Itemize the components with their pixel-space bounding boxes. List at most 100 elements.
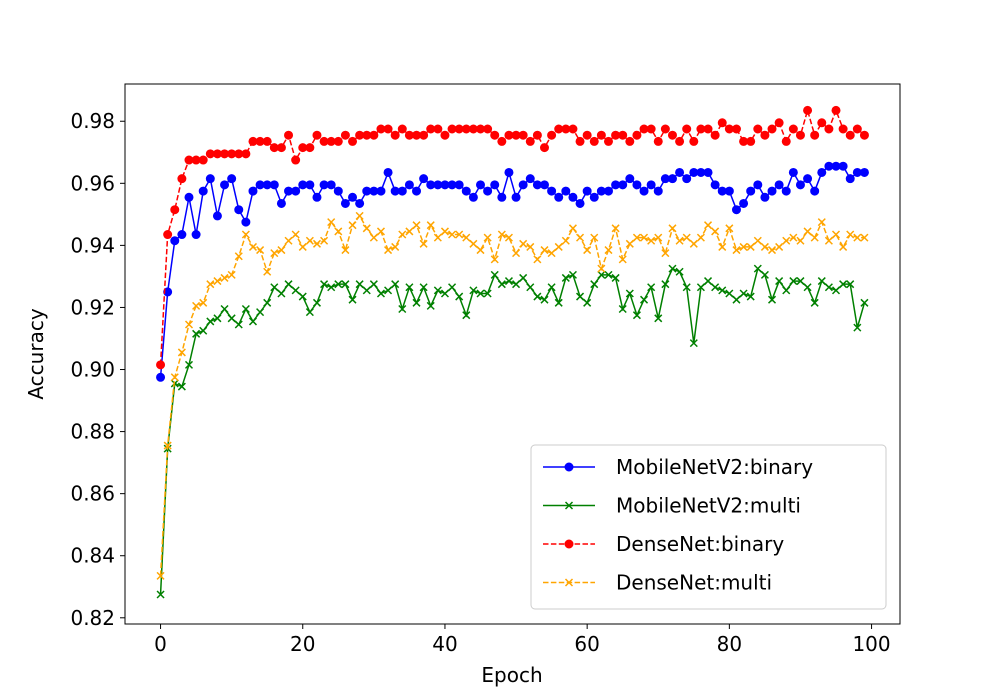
series-mobilenetv2-multi-point [810,298,819,307]
series-densenet-multi-point [725,224,734,233]
series-densenet-binary-point [547,130,557,140]
series-mobilenetv2-multi-point [327,283,336,292]
series-mobilenetv2-multi-point [476,289,485,298]
series-mobilenetv2-multi-point [839,280,848,289]
series-mobilenetv2-multi-point-stroke [248,317,258,326]
series-mobilenetv2-multi-point [576,292,585,301]
series-densenet-binary-point [518,130,528,140]
series-densenet-multi-point-stroke [831,230,841,239]
series-densenet-multi-point-stroke [583,246,592,255]
series-mobilenetv2-multi-point-stroke [469,286,478,295]
series-mobilenetv2-multi-point-stroke [540,295,549,304]
series-mobilenetv2-multi-point-stroke [625,289,634,298]
series-densenet-multi-point [746,242,755,251]
series-mobilenetv2-multi-point [817,277,826,286]
series-mobilenetv2-multi-point [739,289,748,298]
series-densenet-multi-point [284,236,293,245]
series-mobilenetv2-multi-point-stroke [320,280,329,289]
series-mobilenetv2-multi-point [462,311,471,320]
legend-entry-mobilenetv2-multi: MobileNetV2:multi [543,494,801,518]
series-mobilenetv2-multi-point-stroke [270,283,279,292]
series-mobilenetv2-multi-point [583,298,592,307]
series-densenet-multi-point-stroke [384,246,393,255]
series-densenet-multi-point [668,224,677,233]
series-densenet-multi-point-stroke [284,236,293,245]
series-mobilenetv2-multi-point-stroke [312,298,322,307]
series-mobilenetv2-multi-point-stroke [348,295,357,304]
series-mobilenetv2-multi-point-stroke [831,286,841,295]
series-densenet-multi-point [163,441,172,450]
series-mobilenetv2-binary-point [603,186,613,196]
series-densenet-binary-point [262,136,272,146]
series-densenet-binary-point [483,124,493,134]
series-densenet-binary-point [831,105,841,115]
series-densenet-multi-point [803,227,812,236]
series-densenet-multi-point [760,242,769,251]
series-densenet-binary-point [824,124,834,134]
series-mobilenetv2-multi-point-stroke [369,280,378,289]
series-densenet-binary-point [717,118,727,128]
series-mobilenetv2-multi-point-stroke [227,314,236,323]
series-mobilenetv2-binary-point [632,180,642,190]
series-mobilenetv2-multi-point [711,283,720,292]
series-mobilenetv2-multi-point-stroke [192,329,201,338]
legend-entry-densenet-multi: DenseNet:multi [543,571,772,595]
series-mobilenetv2-multi-point [419,283,428,292]
series-mobilenetv2-multi-point [248,317,258,326]
series-densenet-multi-point [860,233,869,242]
series-densenet-multi-point-stroke [632,233,641,242]
series-densenet-multi-point [561,236,570,245]
series-mobilenetv2-multi-point [270,283,279,292]
series-densenet-multi-point-stroke [419,239,428,248]
series-mobilenetv2-multi-point [448,283,457,292]
series-densenet-multi-point [547,249,556,258]
series-densenet-multi-point [504,233,513,242]
series-mobilenetv2-multi-point-stroke [234,320,243,329]
series-densenet-binary-point [803,105,813,115]
series-densenet-multi-point [277,246,286,255]
series-mobilenetv2-multi-point [291,286,300,295]
series-mobilenetv2-binary-point [788,167,798,177]
series-mobilenetv2-multi-point [718,286,727,295]
series-densenet-multi-point-stroke [455,230,464,239]
y-tick-label: 0.88 [70,420,115,444]
series-densenet-multi-point-stroke [248,242,258,251]
series-densenet-multi-point-stroke [362,224,371,233]
series-mobilenetv2-multi-point-stroke [554,298,563,307]
series-mobilenetv2-binary-point [746,186,756,196]
legend-entry-mobilenetv2-binary: MobileNetV2:binary [543,455,813,479]
series-mobilenetv2-multi-point [803,283,812,292]
series-mobilenetv2-binary-point [326,180,336,190]
series-densenet-multi-point-stroke [213,277,222,286]
series-densenet-multi-point-stroke [440,227,449,236]
series-densenet-binary-point [163,230,173,240]
series-densenet-binary-point [589,136,599,146]
series-mobilenetv2-multi-point-stroke [590,280,599,289]
series-densenet-multi-point-stroke [725,224,734,233]
series-mobilenetv2-binary-point [646,180,656,190]
series-mobilenetv2-multi-point [348,295,357,304]
series-mobilenetv2-multi-point [689,339,698,348]
series-mobilenetv2-binary-point [803,174,813,184]
series-densenet-multi-point-stroke [810,233,819,242]
series-mobilenetv2-multi-point [696,283,705,292]
series-densenet-multi-point-stroke [355,211,364,220]
series-mobilenetv2-multi-point [846,280,855,289]
series-densenet-multi-point [391,242,400,251]
series-mobilenetv2-multi-point-stroke [334,280,343,289]
series-densenet-multi-point-stroke [604,246,613,255]
series-densenet-multi-point [703,221,713,230]
series-densenet-multi-point [448,230,457,239]
series-densenet-multi-point-stroke [526,242,535,251]
series-mobilenetv2-binary-point [667,174,677,184]
series-mobilenetv2-multi-point [590,280,599,289]
series-densenet-multi-point [227,270,236,279]
series-densenet-multi-point [796,236,805,245]
series-mobilenetv2-multi-point-stroke [696,283,705,292]
series-mobilenetv2-multi-point [604,270,613,279]
series-densenet-multi-point [327,218,336,227]
legend-marker-point [564,462,574,472]
series-densenet-multi-point-stroke [760,242,769,251]
series-mobilenetv2-multi-point-stroke [746,292,755,301]
legend-frame [530,444,887,610]
